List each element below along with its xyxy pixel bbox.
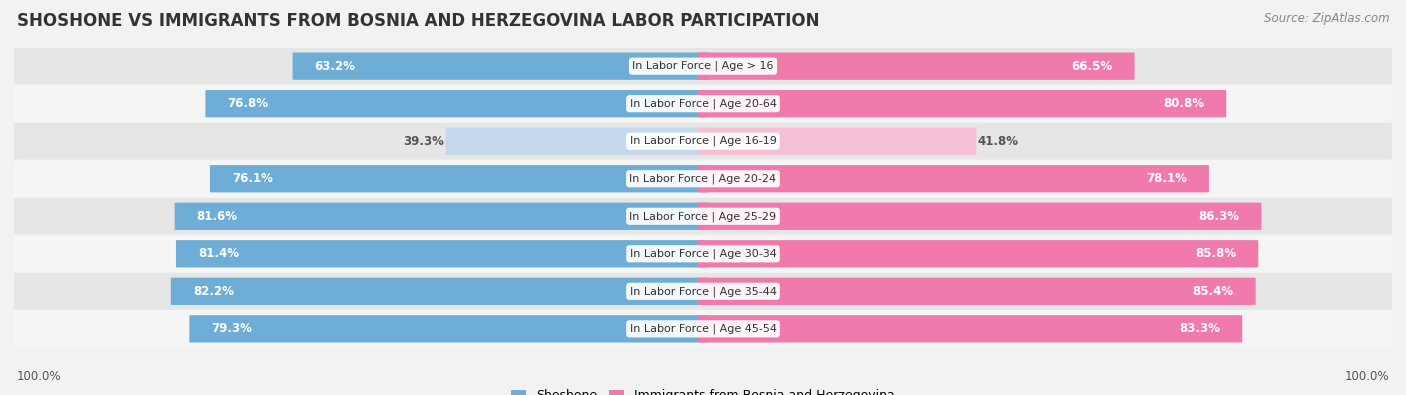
FancyBboxPatch shape [8,85,1398,122]
Text: In Labor Force | Age 30-34: In Labor Force | Age 30-34 [630,248,776,259]
Text: In Labor Force | Age > 16: In Labor Force | Age > 16 [633,61,773,71]
Text: In Labor Force | Age 20-24: In Labor Force | Age 20-24 [630,173,776,184]
FancyBboxPatch shape [446,128,709,155]
Text: 81.4%: 81.4% [198,247,239,260]
Text: 76.1%: 76.1% [232,172,273,185]
Text: Source: ZipAtlas.com: Source: ZipAtlas.com [1264,12,1389,25]
Legend: Shoshone, Immigrants from Bosnia and Herzegovina: Shoshone, Immigrants from Bosnia and Her… [506,384,900,395]
FancyBboxPatch shape [697,203,1261,230]
Text: In Labor Force | Age 20-64: In Labor Force | Age 20-64 [630,98,776,109]
FancyBboxPatch shape [697,90,1226,117]
FancyBboxPatch shape [697,240,1258,267]
Text: 85.4%: 85.4% [1192,285,1233,298]
Text: 63.2%: 63.2% [315,60,356,73]
Text: 39.3%: 39.3% [404,135,444,148]
Text: 81.6%: 81.6% [197,210,238,223]
FancyBboxPatch shape [292,53,709,80]
Text: In Labor Force | Age 45-54: In Labor Force | Age 45-54 [630,324,776,334]
Text: In Labor Force | Age 35-44: In Labor Force | Age 35-44 [630,286,776,297]
Text: 100.0%: 100.0% [1344,370,1389,383]
Text: 82.2%: 82.2% [193,285,233,298]
Text: 83.3%: 83.3% [1180,322,1220,335]
Text: 66.5%: 66.5% [1071,60,1112,73]
FancyBboxPatch shape [176,240,709,267]
FancyBboxPatch shape [8,123,1398,160]
FancyBboxPatch shape [697,315,1243,342]
Text: 76.8%: 76.8% [228,97,269,110]
Text: 79.3%: 79.3% [211,322,252,335]
Text: 41.8%: 41.8% [977,135,1019,148]
Text: 85.8%: 85.8% [1195,247,1236,260]
FancyBboxPatch shape [8,160,1398,197]
Text: SHOSHONE VS IMMIGRANTS FROM BOSNIA AND HERZEGOVINA LABOR PARTICIPATION: SHOSHONE VS IMMIGRANTS FROM BOSNIA AND H… [17,12,820,30]
FancyBboxPatch shape [8,273,1398,310]
FancyBboxPatch shape [174,203,709,230]
Text: 80.8%: 80.8% [1163,97,1204,110]
Text: 86.3%: 86.3% [1198,210,1240,223]
FancyBboxPatch shape [205,90,709,117]
Text: In Labor Force | Age 25-29: In Labor Force | Age 25-29 [630,211,776,222]
FancyBboxPatch shape [697,128,976,155]
Text: 100.0%: 100.0% [17,370,62,383]
FancyBboxPatch shape [697,165,1209,192]
Text: In Labor Force | Age 16-19: In Labor Force | Age 16-19 [630,136,776,147]
FancyBboxPatch shape [190,315,709,342]
FancyBboxPatch shape [697,278,1256,305]
FancyBboxPatch shape [170,278,709,305]
FancyBboxPatch shape [8,235,1398,272]
Text: 78.1%: 78.1% [1146,172,1187,185]
FancyBboxPatch shape [8,310,1398,347]
FancyBboxPatch shape [697,53,1135,80]
FancyBboxPatch shape [8,48,1398,85]
FancyBboxPatch shape [209,165,709,192]
FancyBboxPatch shape [8,198,1398,235]
